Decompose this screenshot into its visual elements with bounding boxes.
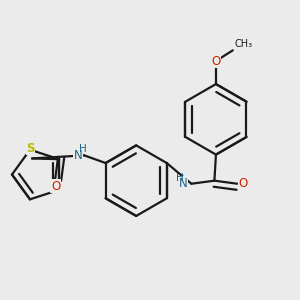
Text: N: N — [74, 149, 82, 163]
Text: H: H — [176, 173, 184, 183]
Text: O: O — [51, 179, 60, 193]
Text: N: N — [179, 177, 188, 190]
Text: S: S — [26, 142, 35, 155]
Text: H: H — [79, 144, 86, 154]
Text: CH₃: CH₃ — [234, 39, 253, 49]
Text: O: O — [238, 177, 248, 190]
Text: O: O — [211, 55, 220, 68]
